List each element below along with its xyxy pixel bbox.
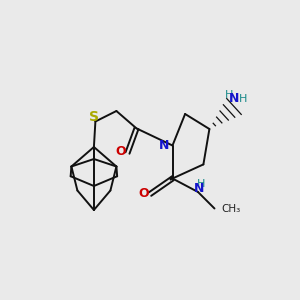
Text: CH₃: CH₃ (221, 204, 240, 214)
Text: N: N (194, 182, 205, 196)
Text: H: H (239, 94, 247, 104)
Text: H: H (197, 178, 205, 189)
Text: S: S (89, 110, 99, 124)
Text: N: N (159, 139, 169, 152)
Polygon shape (170, 176, 172, 180)
Text: N: N (229, 92, 239, 106)
Text: H: H (224, 90, 233, 100)
Text: O: O (116, 145, 126, 158)
Text: O: O (138, 187, 149, 200)
